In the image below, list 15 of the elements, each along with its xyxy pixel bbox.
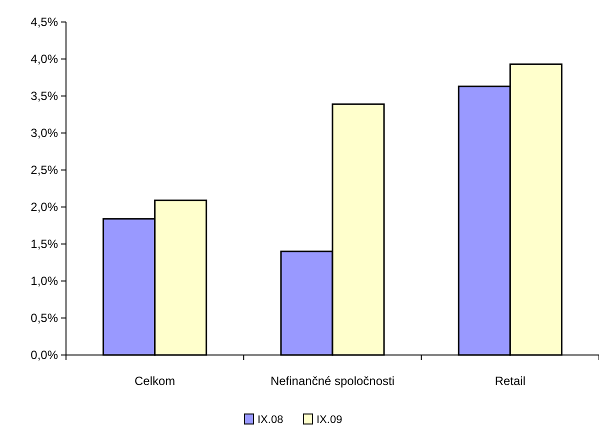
- y-tick-label: 0,5%: [30, 311, 58, 326]
- y-tick-label: 0,0%: [30, 348, 58, 362]
- x-tick-label: Nefinančné spoločnosti: [270, 374, 395, 388]
- legend-label: IX.09: [316, 414, 342, 426]
- y-tick-label: 3,0%: [30, 126, 58, 140]
- y-tick-label: 3,5%: [30, 89, 58, 104]
- y-tick-label: 4,0%: [30, 52, 58, 66]
- y-tick-label: 1,5%: [30, 237, 58, 252]
- y-tick-label: 2,0%: [30, 200, 58, 214]
- y-tick-label: 4,5%: [30, 15, 58, 30]
- y-tick-label: 1,0%: [30, 274, 58, 288]
- x-tick-label: Retail: [494, 374, 526, 388]
- x-tick-label: Celkom: [134, 374, 176, 388]
- y-tick-label: 2,5%: [30, 163, 58, 178]
- legend-label: IX.08: [258, 414, 284, 426]
